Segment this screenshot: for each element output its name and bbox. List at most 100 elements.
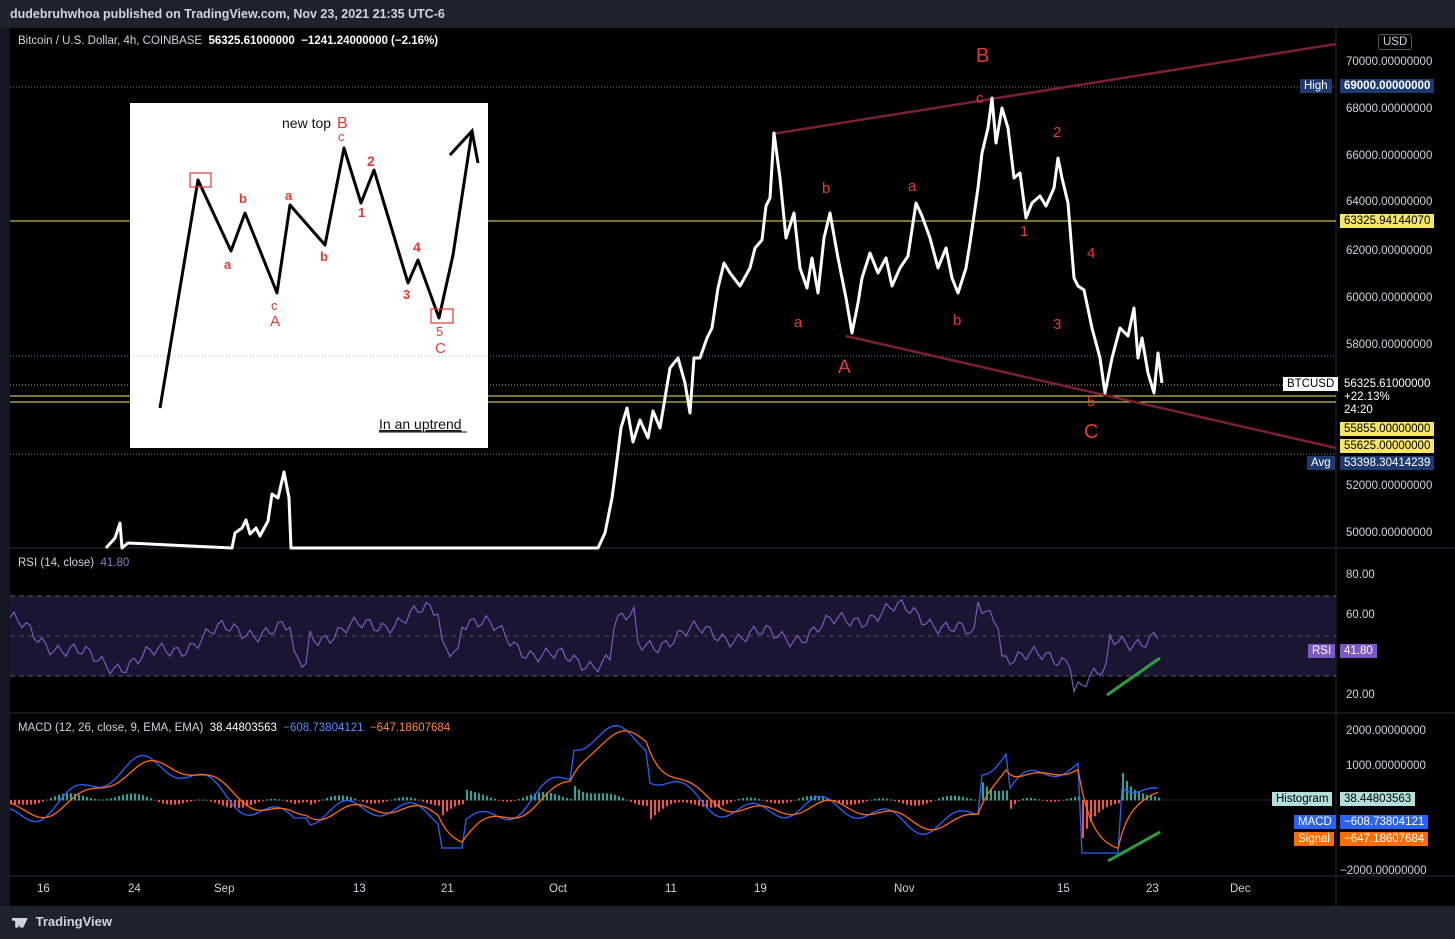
histogram-bar xyxy=(42,800,44,802)
histogram-bar xyxy=(1090,800,1092,822)
histogram-bar xyxy=(918,800,920,806)
histogram-bar xyxy=(466,789,468,801)
histogram-bar xyxy=(914,800,916,806)
histogram-bar xyxy=(22,800,24,805)
histogram-bar xyxy=(754,798,756,801)
histogram-bar xyxy=(698,800,700,806)
inset-2: 2 xyxy=(367,153,375,169)
elliott-inset-image: new top B c 2 1 b a a b c A 4 3 5 C In a… xyxy=(130,103,488,448)
histogram-bar xyxy=(634,800,636,804)
level2-tag: 55855.00000000 xyxy=(1340,422,1435,436)
histogram-bar xyxy=(598,793,600,801)
current-price-pct: +22.13% xyxy=(1344,391,1390,403)
histogram-bar xyxy=(1038,799,1040,801)
histogram-bar xyxy=(102,799,104,801)
histogram-bar xyxy=(450,800,452,809)
histogram-bar xyxy=(226,800,228,807)
macd-legend-text: MACD (12, 26, close, 9, EMA, EMA) xyxy=(18,722,204,734)
histogram-bar xyxy=(358,800,360,801)
wave-2: 2 xyxy=(1053,124,1061,141)
histogram-bar xyxy=(86,796,88,801)
histogram-bar xyxy=(522,797,524,801)
histogram-bar xyxy=(426,800,428,804)
histogram-bar xyxy=(762,800,764,801)
histogram-bar xyxy=(1070,797,1072,801)
time-tick: 23 xyxy=(1146,883,1159,895)
histogram-bar xyxy=(930,800,932,803)
histogram-bar xyxy=(726,800,728,804)
histogram-bar xyxy=(82,795,84,801)
histogram-bar xyxy=(566,797,568,801)
histogram-bar xyxy=(498,800,500,801)
histogram-bar xyxy=(882,798,884,801)
histogram-bar xyxy=(286,800,288,802)
histogram-bar xyxy=(618,796,620,801)
histogram-bar xyxy=(626,799,628,801)
histogram-bar xyxy=(198,799,200,801)
chart-area[interactable]: B c b a a b A 2 1 4 3 5 C Bitcoin / U.S.… xyxy=(10,28,1455,906)
inset-5: 5 xyxy=(436,324,443,339)
histogram-bar xyxy=(890,799,892,801)
avg-tag-label: Avg xyxy=(1307,456,1335,470)
last-price: 56325.61000000 xyxy=(208,35,295,47)
tradingview-logo[interactable]: TradingView xyxy=(12,914,112,929)
histogram-bar xyxy=(718,800,720,807)
histogram-bar xyxy=(290,800,292,803)
histogram-bar xyxy=(970,798,972,801)
histogram-bar xyxy=(1074,797,1076,801)
histogram-bar xyxy=(574,786,576,801)
time-tick: 21 xyxy=(441,883,454,895)
histogram-bar xyxy=(782,800,784,804)
footer-bar: TradingView xyxy=(0,906,1455,939)
histogram-bar xyxy=(270,798,272,801)
histogram-bar xyxy=(798,798,800,801)
histogram-bar xyxy=(442,800,444,816)
histogram-bar xyxy=(274,798,276,801)
rsi-legend-value: 41.80 xyxy=(100,557,130,569)
macd-legend-macd: −608.73804121 xyxy=(283,722,364,734)
histogram-bar xyxy=(474,792,476,801)
histogram-bar xyxy=(162,800,164,804)
histogram-bar xyxy=(1002,790,1004,801)
histogram-bar xyxy=(738,798,740,801)
histogram-bar xyxy=(554,794,556,801)
rsi-line xyxy=(10,599,1159,694)
histogram-bar xyxy=(974,799,976,801)
histogram-bar xyxy=(1110,800,1112,806)
histogram-bar xyxy=(98,799,100,801)
currency-button[interactable]: USD xyxy=(1378,34,1413,50)
histogram-bar xyxy=(506,800,508,802)
histogram-bar xyxy=(454,800,456,807)
histogram-bar xyxy=(570,798,572,801)
histogram-bar xyxy=(958,796,960,801)
price-tick: 58000.00000000 xyxy=(1346,339,1433,351)
histogram-bar xyxy=(1018,800,1020,802)
histogram-bar xyxy=(690,800,692,804)
histogram-bar xyxy=(94,798,96,801)
histogram-bar xyxy=(854,800,856,805)
histogram-bar xyxy=(250,800,252,806)
macd-divergence-line xyxy=(1107,830,1161,863)
histogram-bar xyxy=(706,800,708,808)
histogram-bar xyxy=(838,800,840,804)
wave-b1: b xyxy=(822,180,830,197)
wave-B-big: B xyxy=(976,45,989,67)
rsi-tick: 20.00 xyxy=(1346,689,1375,701)
histogram-bar xyxy=(482,794,484,801)
rsi-tag-label: RSI xyxy=(1308,644,1336,658)
histogram-bar xyxy=(818,796,820,801)
histogram-bar xyxy=(1154,796,1156,801)
wave-c-top: c xyxy=(976,90,984,107)
histogram-bar xyxy=(314,800,316,804)
price-tick: 68000.00000000 xyxy=(1346,103,1433,115)
histogram-bar xyxy=(166,800,168,805)
histogram-bar xyxy=(110,798,112,801)
histogram-bar xyxy=(934,799,936,801)
histogram-bar xyxy=(538,792,540,801)
time-tick: 19 xyxy=(754,883,767,895)
histogram-bar xyxy=(246,800,248,807)
histogram-bar xyxy=(558,795,560,801)
histogram-bar xyxy=(630,800,632,802)
histogram-bar xyxy=(234,800,236,809)
histogram-bar xyxy=(862,800,864,803)
